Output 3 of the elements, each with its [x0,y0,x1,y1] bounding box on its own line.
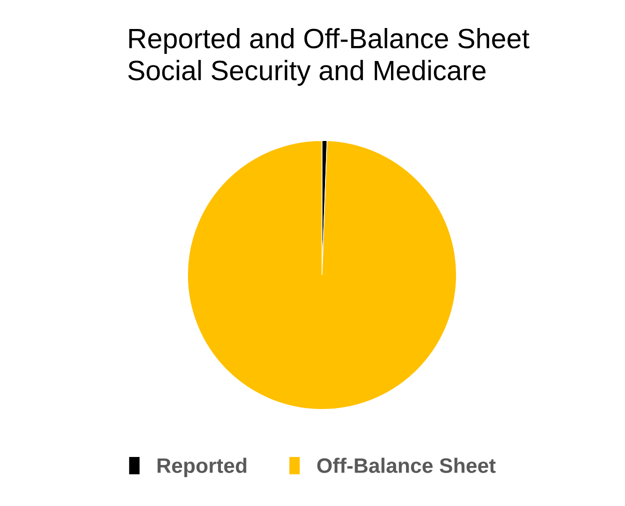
legend-label: Reported [158,458,246,478]
legend-label: Off-Balance Sheet [317,458,496,474]
chart-title: Reported and Off-Balance Sheet Social Security and Medicare [128,28,530,86]
